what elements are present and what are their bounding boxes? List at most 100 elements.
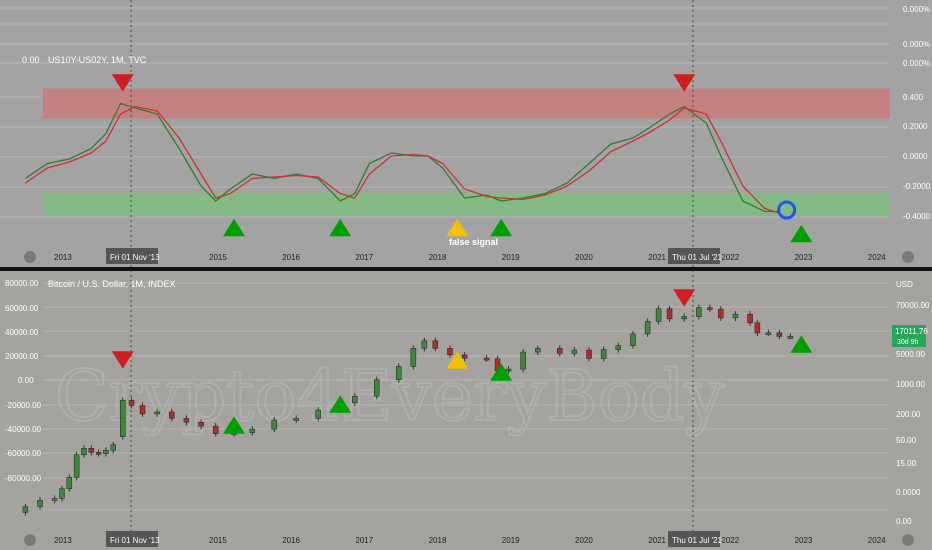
false-signal-label: false signal xyxy=(449,237,498,247)
candle-body xyxy=(73,454,80,478)
candle-body xyxy=(696,307,702,317)
candle-body xyxy=(183,418,190,423)
left-axis-label: -20000.00 xyxy=(5,401,42,410)
left-axis-label: 0.00 xyxy=(18,376,34,385)
candle-body xyxy=(169,411,175,419)
top-axis-label: -0.2000 xyxy=(903,182,931,191)
left-axis-label: 80000.00 xyxy=(5,279,39,288)
candle-body xyxy=(666,308,673,320)
right-axis-label: 15.00 xyxy=(896,459,917,468)
candle-body xyxy=(644,321,651,335)
candle-body xyxy=(374,379,380,397)
top-axis-label: 0.0000 xyxy=(903,152,928,161)
candle-body xyxy=(352,396,358,404)
right-axis-label: 1000.00 xyxy=(896,380,925,389)
x-axis-year-label: 2016 xyxy=(282,536,300,545)
scroll-handle-right[interactable] xyxy=(902,251,914,263)
candle-body xyxy=(747,313,753,324)
candle-body xyxy=(707,307,713,310)
candle-body xyxy=(505,368,512,372)
candle-body xyxy=(432,340,439,349)
candle-body xyxy=(630,333,636,346)
candle-body xyxy=(787,336,794,339)
candle-body xyxy=(681,316,687,320)
x-axis-year-label: 2022 xyxy=(721,536,739,545)
spread-line-2 xyxy=(25,105,780,214)
left-axis-label: 40000.00 xyxy=(5,328,39,337)
candle-body xyxy=(718,308,724,319)
candle-body xyxy=(483,357,490,361)
crosshair-label-right-bottom xyxy=(668,531,720,547)
signal-markers xyxy=(111,74,813,434)
up-signal-marker-bottom xyxy=(490,363,513,381)
price-badge-countdown: 30d 9h xyxy=(897,339,919,346)
candle-body xyxy=(198,422,204,427)
right-axis-label: 50.00 xyxy=(896,436,917,445)
bottom-right-axis: 70000.00 5000.00 1000.00 200.00 50.00 15… xyxy=(896,301,930,526)
x-axis-year-label: 2019 xyxy=(502,536,520,545)
candlestick-series xyxy=(22,304,794,516)
candle-body xyxy=(421,340,428,349)
candle-body xyxy=(37,500,43,508)
x-axis-year-label: 2017 xyxy=(355,536,373,545)
bottom-panel-bg xyxy=(0,271,932,550)
x-axis-year-label: 2020 xyxy=(575,536,593,545)
candle-body xyxy=(615,345,622,350)
right-axis-label: 0.00 xyxy=(896,517,912,526)
candle-body xyxy=(732,313,739,319)
x-axis-year-label: 2020 xyxy=(575,253,593,262)
candle-body xyxy=(571,349,578,354)
crosshair-label-left-bottom xyxy=(106,531,158,547)
price-badge xyxy=(892,325,926,347)
bottom-x-axis: 2013 2015 2016 2017 2018 2019 2020 2021 2022 2023… xyxy=(54,536,886,545)
candle-body xyxy=(271,419,278,430)
x-axis-year-label: 2019 xyxy=(502,253,520,262)
candle-body xyxy=(557,348,563,354)
right-axis-label: 0.0000 xyxy=(896,488,921,497)
left-axis-label: 20000.00 xyxy=(5,352,39,361)
scroll-handle-right-bottom[interactable] xyxy=(902,534,914,546)
candle-body xyxy=(655,308,662,322)
x-axis-year-label: 2021 xyxy=(648,253,666,262)
scroll-handle-left[interactable] xyxy=(24,251,36,263)
right-axis-label: 5000.00 xyxy=(896,350,925,359)
right-axis-label: 200.00 xyxy=(896,410,921,419)
panel-divider xyxy=(0,267,932,271)
candle-body xyxy=(754,322,761,334)
spread-lines xyxy=(25,102,780,214)
x-axis-year-label: 2021 xyxy=(648,536,666,545)
top-axis-label: 0.000% xyxy=(903,40,930,49)
candle-body xyxy=(461,354,468,359)
top-axis-label: 0.2000 xyxy=(903,122,928,131)
bottom-panel-title: Bitcoin / U.S. Dollar, 1M, INDEX xyxy=(48,279,176,289)
candle-body xyxy=(535,348,541,353)
candle-body xyxy=(447,348,453,356)
up-signal-marker xyxy=(223,218,246,237)
down-signal-marker-bottom xyxy=(111,351,134,369)
up-signal-marker xyxy=(490,218,513,237)
x-axis-year-label: 2013 xyxy=(54,253,72,262)
crosshair-label-right-top xyxy=(668,248,720,264)
candle-body xyxy=(520,351,526,370)
scroll-handle-left-bottom[interactable] xyxy=(24,534,36,546)
candle-body xyxy=(410,348,417,367)
x-axis-year-label: 2015 xyxy=(209,253,227,262)
candle-body xyxy=(586,349,592,359)
candle-body xyxy=(395,366,402,380)
x-axis-year-label: 2015 xyxy=(209,536,227,545)
right-axis-label: 70000.00 xyxy=(896,301,930,310)
false-signal-marker xyxy=(446,218,469,237)
crosshair-date-right: Thu 01 Jul '21 xyxy=(672,253,723,262)
candle-body xyxy=(95,452,102,455)
left-axis-label: -40000.00 xyxy=(5,425,42,434)
x-axis-year-label: 2024 xyxy=(868,536,886,545)
top-axis-label: 0.000% xyxy=(903,59,930,68)
up-signal-marker-bottom xyxy=(790,335,813,353)
crosshair-label-left-top xyxy=(106,248,158,264)
candle-body xyxy=(293,418,299,421)
left-axis-label: 60000.00 xyxy=(5,304,39,313)
candle-body xyxy=(66,477,73,489)
crosshair-date-left: Fri 01 Nov '13 xyxy=(110,253,160,262)
resistance-band xyxy=(43,88,890,119)
